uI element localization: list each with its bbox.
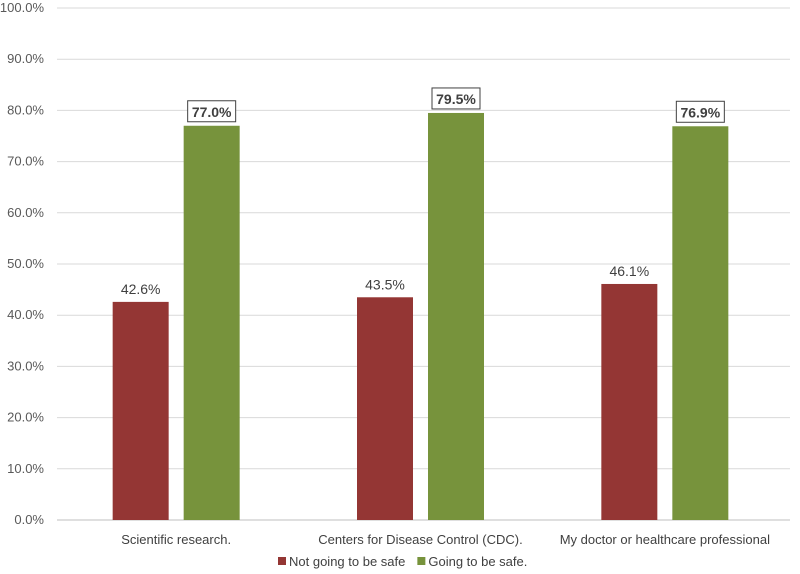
- x-category-label: Scientific research.: [121, 532, 231, 547]
- y-tick-label: 90.0%: [7, 51, 44, 66]
- y-tick-label: 60.0%: [7, 205, 44, 220]
- bar: [601, 283, 658, 520]
- legend-swatch: [278, 557, 286, 565]
- y-tick-label: 0.0%: [14, 512, 44, 527]
- x-category-label: Centers for Disease Control (CDC).: [318, 532, 522, 547]
- data-label: 76.9%: [680, 104, 720, 120]
- bar: [672, 126, 729, 520]
- gridlines: [57, 7, 790, 521]
- bar: [428, 112, 484, 521]
- legend-swatch: [417, 557, 426, 565]
- x-category-label: My doctor or healthcare professional: [560, 532, 770, 547]
- data-label: 79.5%: [436, 91, 476, 107]
- y-tick-label: 10.0%: [7, 461, 44, 476]
- bar: [112, 301, 169, 520]
- y-tick-label: 20.0%: [7, 410, 44, 425]
- legend-label: Going to be safe.: [428, 554, 527, 569]
- y-tick-label: 100.0%: [0, 0, 44, 15]
- bars: [112, 112, 729, 521]
- x-axis-categories: Scientific research. Centers for Disease …: [121, 532, 770, 547]
- bar: [183, 125, 240, 520]
- data-label: 46.1%: [609, 263, 649, 279]
- bar: [357, 297, 413, 520]
- y-axis-ticks: 0.0% 10.0% 20.0% 30.0% 40.0% 50.0% 60.0% 70.0% 8…: [0, 0, 44, 527]
- y-tick-label: 80.0%: [7, 102, 44, 117]
- data-label-box: [187, 100, 237, 123]
- legend-label: Not going to be safe: [289, 554, 405, 569]
- data-label: 42.6%: [121, 281, 161, 297]
- data-label-box: [431, 87, 481, 110]
- y-tick-label: 50.0%: [7, 256, 44, 271]
- y-tick-label: 70.0%: [7, 154, 44, 169]
- data-label-box: [675, 100, 725, 123]
- y-tick-label: 40.0%: [7, 307, 44, 322]
- data-label: 43.5%: [365, 276, 405, 292]
- data-label: 77.0%: [192, 104, 232, 120]
- legend: Not going to be safe Going to be safe.: [278, 554, 527, 569]
- data-labels: 42.6% 77.0% 43.5% 79.5% 46.1% 76.9%: [121, 87, 725, 297]
- y-tick-label: 30.0%: [7, 358, 44, 373]
